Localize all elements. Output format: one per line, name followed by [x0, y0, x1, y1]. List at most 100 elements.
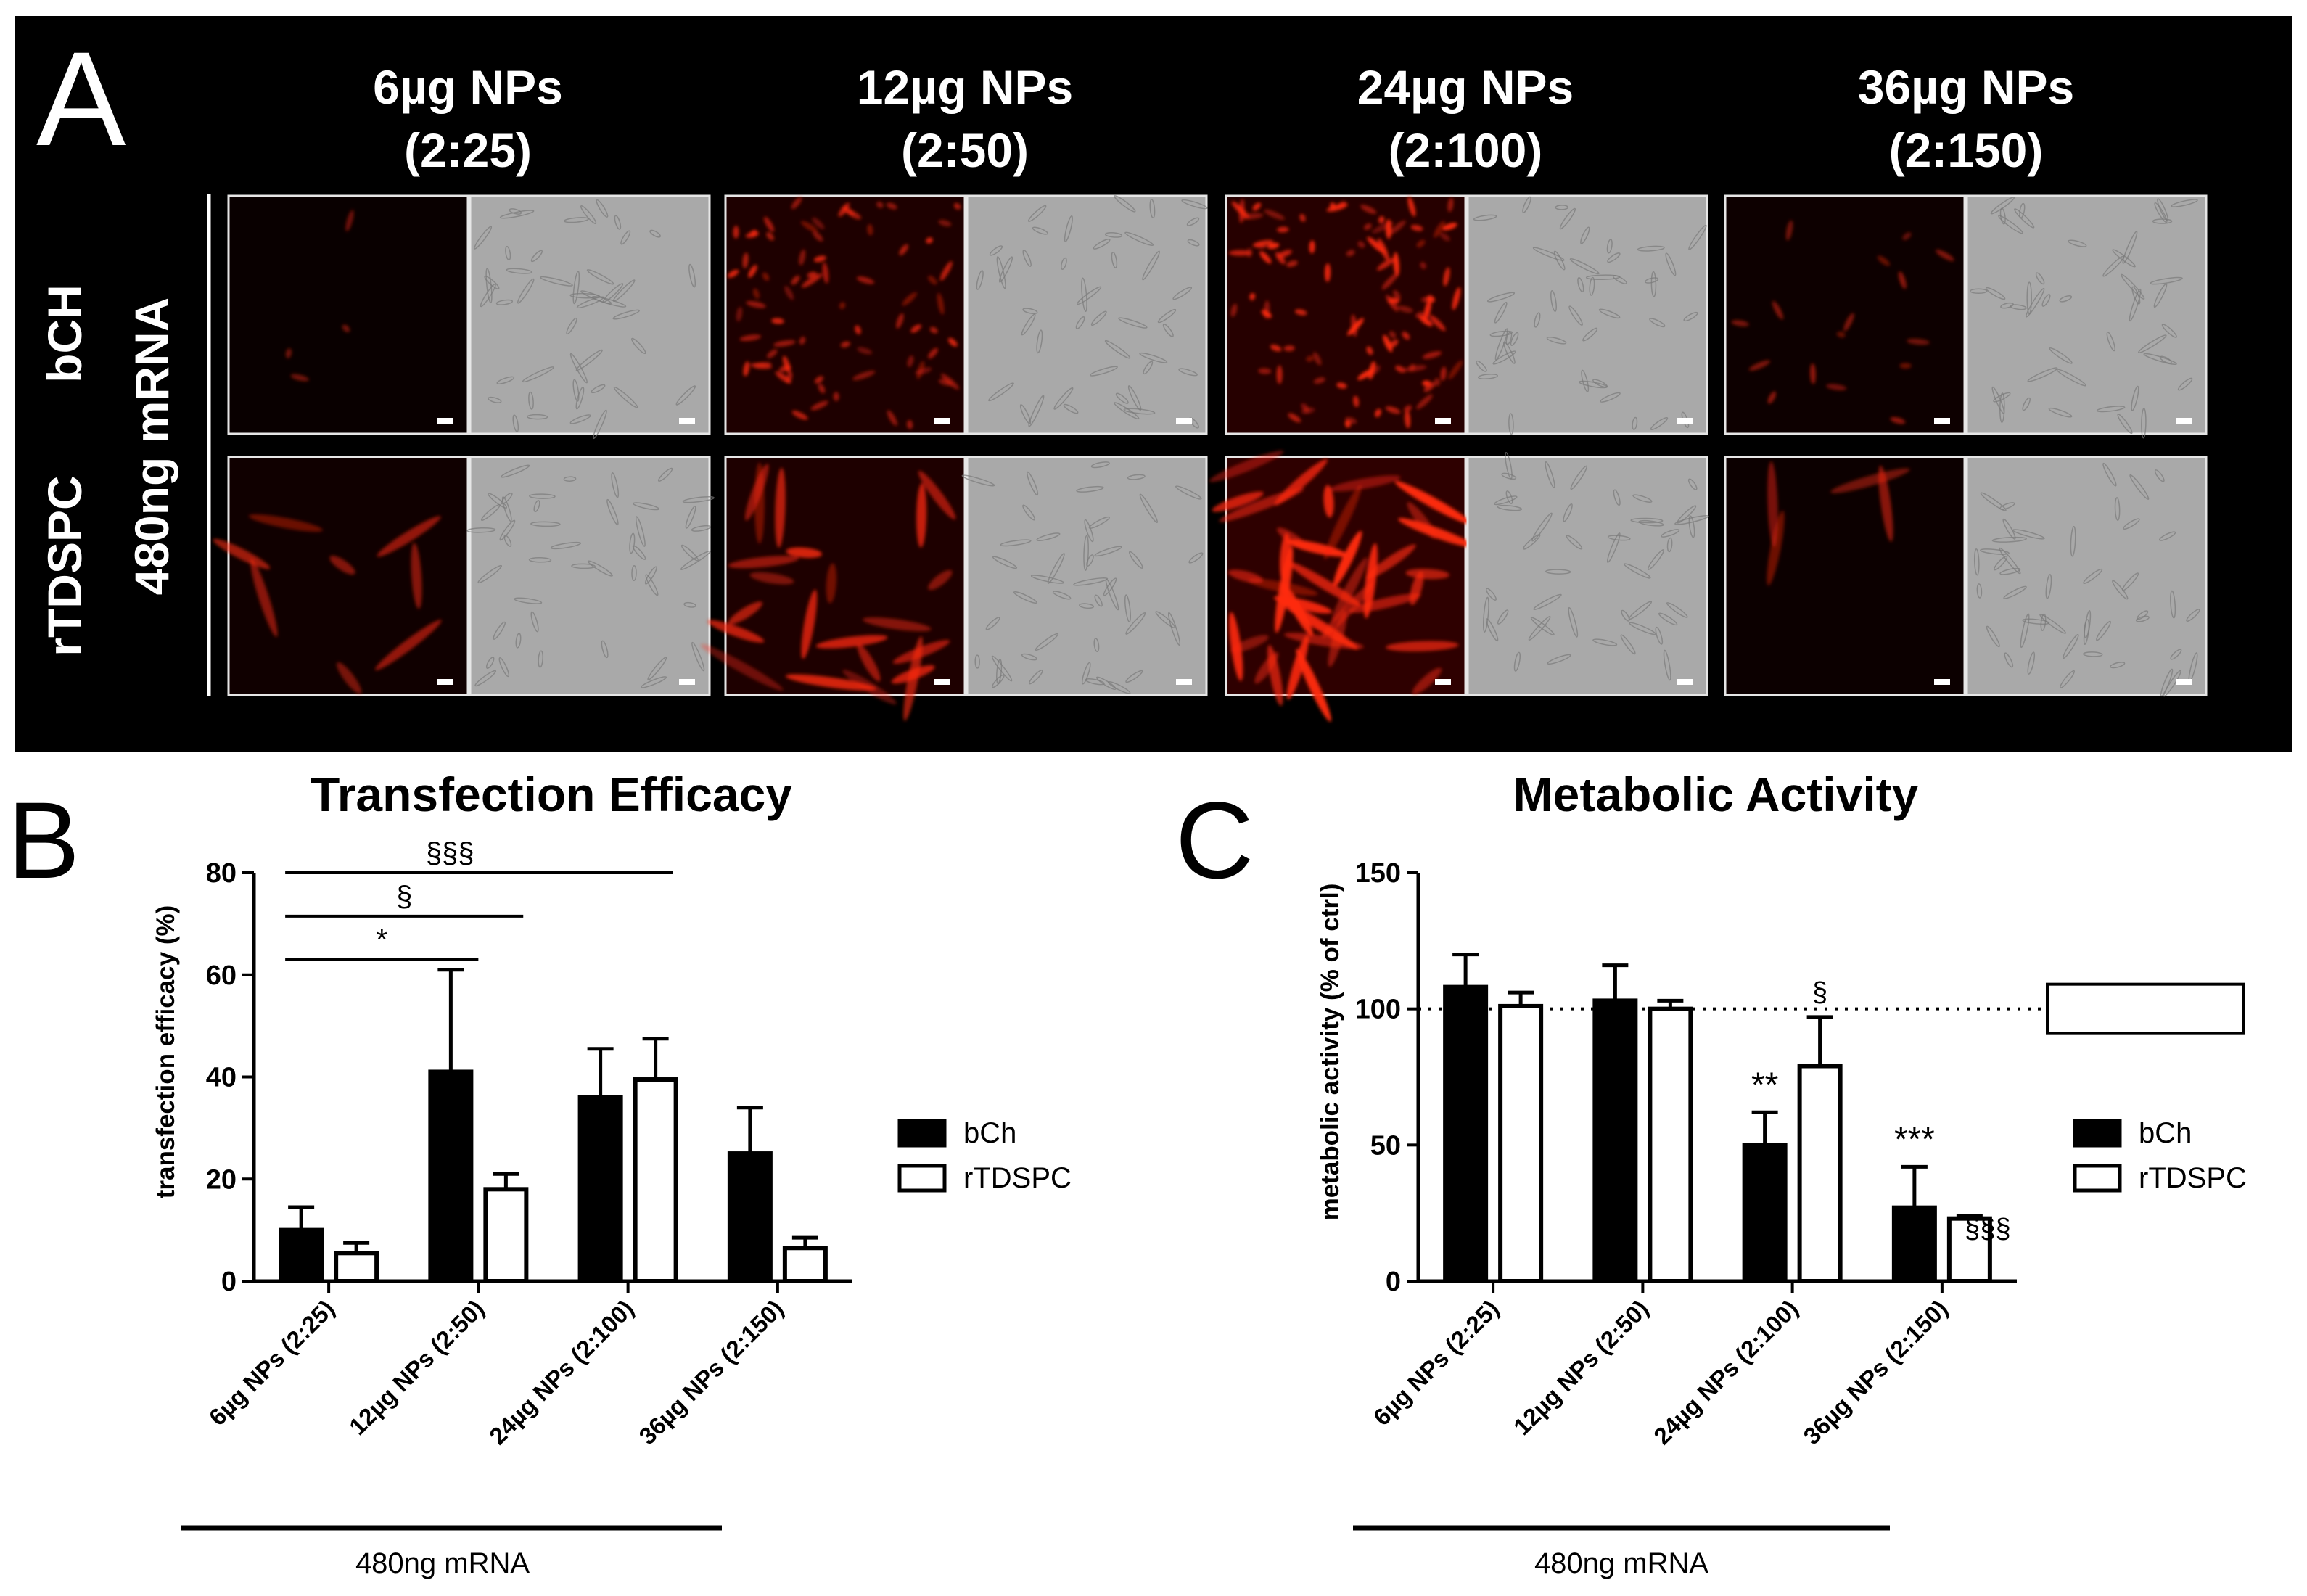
brightfield-cell: [580, 290, 612, 305]
brightfield-cell: [1125, 612, 1146, 635]
brightfield-cell: [2083, 568, 2103, 584]
fluorescent-cell: [814, 376, 823, 384]
brightfield-cell: [1073, 577, 1109, 586]
brightfield-cell: [2121, 273, 2145, 300]
fluorescent-cell: [1772, 300, 1784, 320]
chart-c-annotations: ** § *** §§§: [1751, 977, 2011, 1244]
brightfield-cell: [606, 498, 619, 526]
brightfield-cell: [1139, 352, 1168, 363]
fluorescent-cell: [1353, 395, 1360, 408]
chart-c-bar-rtdspc: [1946, 1216, 1992, 1284]
brightfield-cell: [517, 278, 535, 304]
fluorescent-cell: [791, 275, 800, 285]
fluorescent-cell: [1286, 260, 1298, 268]
brightfield-cell: [2129, 474, 2150, 500]
fluorescent-cell: [1393, 289, 1401, 300]
fluorescent-cell: [1270, 345, 1282, 352]
brightfield-cell: [575, 387, 585, 410]
chart-b-legend: bCh rTDSPC: [897, 1117, 1072, 1194]
brightfield-cells: [976, 195, 1208, 429]
brightfield-cell: [591, 384, 606, 394]
brightfield-cell: [1606, 239, 1613, 254]
fluorescent-cell: [1407, 197, 1416, 217]
brightfield-cell: [991, 655, 1013, 682]
chart-c-annotation: **: [1751, 1066, 1778, 1104]
brightfield-cell: [1606, 532, 1621, 563]
brightfield-cell: [1677, 505, 1697, 524]
brightfield-cell: [1486, 588, 1497, 601]
brightfield-cell: [485, 657, 495, 669]
fluorescent-cell: [938, 219, 952, 227]
brightfield-cell: [1181, 199, 1208, 210]
brightfield-cell: [1578, 380, 1608, 389]
fluorescent-cell: [1878, 465, 1893, 542]
brightfield-cell: [587, 560, 613, 577]
fluorescent-cell: [728, 556, 799, 569]
brightfield-cell: [480, 283, 496, 308]
fluorescent-cell: [910, 324, 921, 333]
brightfield-cell: [1027, 471, 1039, 496]
fluorescent-cell: [840, 341, 851, 348]
fluorescent-cell: [1410, 224, 1423, 231]
brightfield-cell: [2122, 572, 2139, 591]
brightfield-cell: [1093, 638, 1100, 652]
brightfield-cell: [1486, 618, 1499, 642]
chart-c-xtick-label: 12µg NPs (2:50): [1508, 1295, 1653, 1440]
fluorescent-cell: [728, 601, 762, 625]
chart-c-bar-bch: [1891, 1205, 1937, 1284]
brightfield-cell: [620, 230, 631, 245]
brightfield-image: [1466, 456, 1708, 696]
fluorescent-cell: [1276, 365, 1283, 384]
fluorescent-cell: [250, 558, 278, 638]
brightfield-cell: [2158, 531, 2176, 541]
chart-c-legend-label: rTDSPC: [2139, 1162, 2247, 1194]
brightfield-cell: [1505, 332, 1513, 345]
brightfield-cell: [1114, 195, 1136, 213]
fluorescent-cell: [1331, 557, 1368, 622]
brightfield-cell: [613, 386, 638, 408]
fluorescent-cell: [887, 410, 897, 427]
fluorescent-cell: [1321, 583, 1373, 638]
brightfield-cell: [1566, 535, 1583, 550]
brightfield-cell: [515, 633, 522, 649]
brightfield-cell: [498, 657, 510, 678]
brightfield-cell: [1522, 196, 1531, 213]
chart-c-reference-line: untreated cells: [1418, 982, 2245, 1035]
fluorescent-cell: [1389, 220, 1406, 235]
brightfield-cell: [2106, 332, 2115, 352]
brightfield-cell: [2004, 652, 2014, 668]
fluorescent-cell: [1212, 491, 1264, 512]
brightfield-cell: [2135, 615, 2150, 622]
chart-c-ytick-label: 150: [1355, 858, 1401, 889]
chart-b-bar-rtdspc: [334, 1251, 379, 1283]
chart-c-xtick-label: 6µg NPs (2:25): [1368, 1295, 1504, 1431]
brightfield-cell: [1022, 249, 1032, 267]
brightfield-cell: [2026, 281, 2032, 315]
fluorescent-cell: [1252, 239, 1274, 247]
brightfield-cell: [2170, 590, 2176, 619]
brightfield-cell: [675, 385, 696, 406]
brightfield-cell: [1124, 594, 1131, 622]
fluorescent-cell: [1388, 297, 1400, 304]
chart-c-ylabel: metabolic activity (% of ctrl): [1316, 884, 1344, 1221]
fluorescent-cell: [1347, 318, 1364, 336]
brightfield-cell: [2012, 529, 2045, 540]
brightfield-cell: [528, 557, 552, 563]
brightfield-cell: [501, 464, 530, 478]
brightfield-cell: [488, 396, 502, 403]
fluorescent-cell: [815, 635, 888, 649]
fluorescent-cell: [1416, 239, 1426, 248]
fluorescent-cell: [1330, 202, 1336, 210]
chart-c-xlabel: 480ng mRNA: [1534, 1547, 1708, 1579]
brightfield-cell: [1559, 207, 1576, 230]
brightfield-cell: [499, 210, 535, 219]
fluorescent-cell: [1286, 539, 1348, 557]
brightfield-cell: [1032, 226, 1048, 235]
brightfield-cell: [631, 337, 646, 355]
brightfield-cell: [550, 541, 582, 550]
fluorescent-cell: [916, 482, 927, 548]
fluorescent-cell: [743, 361, 750, 377]
brightfield-cell: [1598, 308, 1621, 319]
brightfield-cell: [1991, 536, 2027, 543]
fluorescent-cells: [1209, 451, 1475, 722]
